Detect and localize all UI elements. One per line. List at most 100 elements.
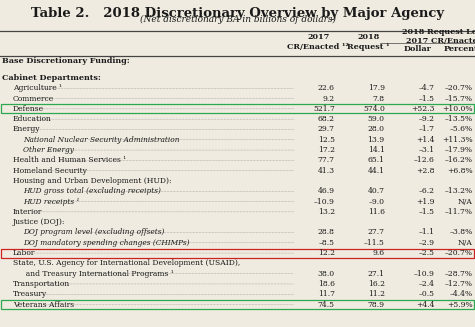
Text: 521.7: 521.7 (313, 105, 335, 113)
Text: –13.2%: –13.2% (445, 187, 473, 195)
Text: +2.8: +2.8 (416, 167, 435, 175)
Text: Other Energy: Other Energy (23, 146, 74, 154)
Text: –20.7%: –20.7% (445, 84, 473, 92)
Text: +10.0%: +10.0% (442, 105, 473, 113)
Text: Base Discretionary Funding:: Base Discretionary Funding: (2, 58, 130, 65)
Text: –20.7%: –20.7% (445, 249, 473, 257)
Text: –10.9: –10.9 (314, 198, 335, 206)
Text: Percent: Percent (444, 45, 475, 53)
Text: Transportation: Transportation (13, 280, 70, 288)
Text: Veterans Affairs: Veterans Affairs (13, 301, 74, 309)
Text: State, U.S. Agency for International Development (USAID),: State, U.S. Agency for International Dev… (13, 259, 240, 267)
Bar (1, 104, 474, 113)
Text: 17.2: 17.2 (318, 146, 335, 154)
Text: 22.6: 22.6 (318, 84, 335, 92)
Text: 13.2: 13.2 (318, 208, 335, 216)
Text: Labor: Labor (13, 249, 35, 257)
Text: –1.5: –1.5 (418, 95, 435, 103)
Text: +11.3%: +11.3% (442, 136, 473, 144)
Text: –8.5: –8.5 (319, 239, 335, 247)
Text: 9.6: 9.6 (372, 249, 385, 257)
Text: 13.9: 13.9 (368, 136, 385, 144)
Text: 46.9: 46.9 (318, 187, 335, 195)
Text: 12.2: 12.2 (318, 249, 335, 257)
Text: 17.9: 17.9 (368, 84, 385, 92)
Text: –12.7%: –12.7% (445, 280, 473, 288)
Text: +5.9%: +5.9% (447, 301, 473, 309)
Text: –5.6%: –5.6% (449, 126, 473, 133)
Text: 59.0: 59.0 (368, 115, 385, 123)
Text: 2017
CR/Enacted ¹²: 2017 CR/Enacted ¹² (287, 33, 349, 51)
Text: –1.1: –1.1 (418, 229, 435, 236)
Text: 78.9: 78.9 (368, 301, 385, 309)
Text: 2018
Request ¹: 2018 Request ¹ (347, 33, 390, 51)
Text: DOJ mandatory spending changes (CHIMPs): DOJ mandatory spending changes (CHIMPs) (23, 239, 190, 247)
Text: –0.5: –0.5 (418, 290, 435, 298)
Text: –2.5: –2.5 (418, 249, 435, 257)
Text: 2018 Request Less
2017 CR/Enacted: 2018 Request Less 2017 CR/Enacted (402, 28, 475, 45)
Text: Interior: Interior (13, 208, 42, 216)
Bar (1, 249, 474, 258)
Text: –12.6: –12.6 (414, 156, 435, 164)
Text: National Nuclear Security Administration: National Nuclear Security Administration (23, 136, 180, 144)
Text: –17.9%: –17.9% (445, 146, 473, 154)
Text: –3.8%: –3.8% (449, 229, 473, 236)
Text: DOJ program level (excluding offsets): DOJ program level (excluding offsets) (23, 229, 165, 236)
Text: 27.1: 27.1 (368, 270, 385, 278)
Text: 11.2: 11.2 (368, 290, 385, 298)
Text: –3.1: –3.1 (418, 146, 435, 154)
Text: 40.7: 40.7 (368, 187, 385, 195)
Text: –2.4: –2.4 (418, 280, 435, 288)
Text: +6.8%: +6.8% (447, 167, 473, 175)
Text: Cabinet Departments:: Cabinet Departments: (2, 74, 101, 82)
Text: 11.7: 11.7 (318, 290, 335, 298)
Bar (1, 300, 474, 309)
Text: Dollar: Dollar (404, 45, 432, 53)
Text: –6.2: –6.2 (418, 187, 435, 195)
Text: 574.0: 574.0 (363, 105, 385, 113)
Text: –28.7%: –28.7% (445, 270, 473, 278)
Text: 41.3: 41.3 (318, 167, 335, 175)
Text: 65.1: 65.1 (368, 156, 385, 164)
Text: +1.9: +1.9 (416, 198, 435, 206)
Text: –2.9: –2.9 (418, 239, 435, 247)
Text: HUD gross total (excluding receipts): HUD gross total (excluding receipts) (23, 187, 161, 195)
Text: –16.2%: –16.2% (445, 156, 473, 164)
Text: and Treasury International Programs ¹: and Treasury International Programs ¹ (21, 270, 174, 278)
Text: 9.2: 9.2 (323, 95, 335, 103)
Text: Education: Education (13, 115, 52, 123)
Text: –9.0: –9.0 (369, 198, 385, 206)
Text: 11.6: 11.6 (368, 208, 385, 216)
Text: +52.3: +52.3 (411, 105, 435, 113)
Text: Agriculture ¹: Agriculture ¹ (13, 84, 62, 92)
Text: Homeland Security: Homeland Security (13, 167, 87, 175)
Text: 29.7: 29.7 (318, 126, 335, 133)
Text: Table 2.   2018 Discretionary Overview by Major Agency: Table 2. 2018 Discretionary Overview by … (31, 7, 444, 20)
Text: –1.5: –1.5 (418, 208, 435, 216)
Text: Energy: Energy (13, 126, 40, 133)
Text: (Net discretionary BA in billions of dollars): (Net discretionary BA in billions of dol… (140, 15, 335, 25)
Text: Justice (DOJ):: Justice (DOJ): (13, 218, 66, 226)
Text: 38.0: 38.0 (318, 270, 335, 278)
Text: –13.5%: –13.5% (445, 115, 473, 123)
Text: 28.8: 28.8 (318, 229, 335, 236)
Text: –4.4%: –4.4% (449, 290, 473, 298)
Text: 27.7: 27.7 (368, 229, 385, 236)
Text: –11.5: –11.5 (364, 239, 385, 247)
Text: 77.7: 77.7 (318, 156, 335, 164)
Text: +4.4: +4.4 (416, 301, 435, 309)
Text: Health and Human Services ¹: Health and Human Services ¹ (13, 156, 126, 164)
Text: Treasury: Treasury (13, 290, 47, 298)
Text: +1.4: +1.4 (416, 136, 435, 144)
Text: 44.1: 44.1 (368, 167, 385, 175)
Text: HUD receipts ¹: HUD receipts ¹ (23, 198, 80, 206)
Text: –15.7%: –15.7% (445, 95, 473, 103)
Text: 7.8: 7.8 (372, 95, 385, 103)
Text: –1.7: –1.7 (418, 126, 435, 133)
Text: –10.9: –10.9 (414, 270, 435, 278)
Text: 18.6: 18.6 (318, 280, 335, 288)
Text: 74.5: 74.5 (318, 301, 335, 309)
Text: –11.7%: –11.7% (445, 208, 473, 216)
Text: N/A: N/A (458, 198, 473, 206)
Text: Housing and Urban Development (HUD):: Housing and Urban Development (HUD): (13, 177, 171, 185)
